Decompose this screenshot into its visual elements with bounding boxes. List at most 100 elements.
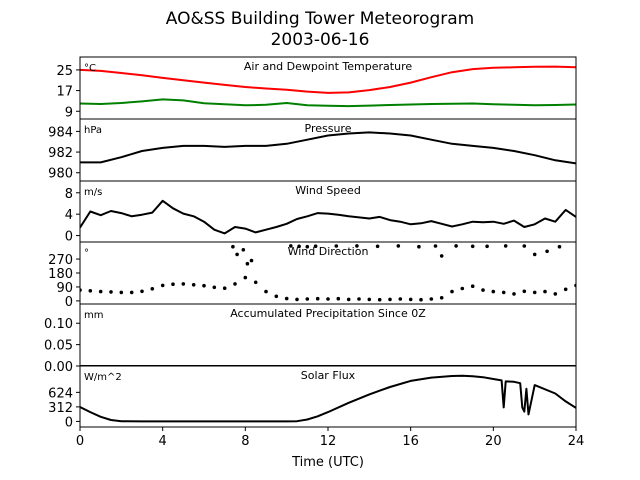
unit-label-2: m/s	[84, 187, 102, 198]
unit-label-1: hPa	[84, 125, 102, 136]
panel-title-1: Pressure	[305, 122, 352, 135]
series-line-0-0	[80, 65, 576, 94]
point-3-1-20	[522, 244, 527, 248]
point-3-0-18	[264, 289, 268, 294]
point-3-0-25	[336, 296, 341, 301]
point-3-0-33	[419, 297, 423, 302]
y-tick-label-4-1: 0.05	[44, 339, 73, 354]
point-3-0-7	[150, 287, 155, 291]
y-tick-label-3-1: 180	[48, 267, 73, 282]
point-3-1-7	[305, 244, 310, 249]
point-3-0-2	[98, 289, 103, 294]
panel-1: 984 982 980 hPa Pressure	[48, 118, 577, 182]
unit-label-4: mm	[84, 310, 103, 321]
panel-title-0: Air and Dewpoint Temperature	[244, 60, 412, 73]
point-3-1-4	[249, 258, 254, 263]
series-line-5-0	[80, 374, 576, 423]
unit-label-3: °	[84, 248, 89, 259]
chart-title-line1: AO&SS Building Tower Meteorogram	[166, 9, 474, 29]
y-tick-label-1-2: 980	[48, 167, 73, 182]
point-3-0-31	[398, 297, 403, 301]
x-axis: 0 4 8 12 16 20 24	[76, 427, 584, 449]
point-3-0-40	[491, 289, 496, 294]
point-3-1-14	[433, 244, 438, 248]
point-3-0-34	[429, 297, 434, 301]
point-3-1-17	[470, 244, 475, 249]
point-3-0-10	[181, 282, 186, 286]
x-axis-label: Time (UTC)	[291, 455, 364, 470]
series-line-2-0	[80, 199, 576, 235]
point-3-0-36	[450, 289, 454, 294]
x-tick-label-1: 4	[159, 434, 167, 449]
x-tick-label-6: 24	[568, 434, 585, 449]
point-3-1-15	[439, 254, 444, 258]
point-3-0-17	[253, 280, 258, 285]
panel-title-4: Accumulated Precipitation Since 0Z	[230, 307, 426, 320]
point-3-0-28	[367, 297, 372, 302]
point-3-0-13	[212, 285, 217, 290]
point-3-0-6	[140, 289, 144, 294]
series-3-1	[231, 244, 562, 266]
y-tick-label-5-2: 0	[65, 415, 73, 430]
point-3-0-45	[543, 289, 547, 294]
point-3-0-39	[481, 288, 485, 292]
x-tick-label-3: 12	[320, 434, 337, 449]
x-tick-label-2: 8	[241, 434, 249, 449]
point-3-0-26	[346, 297, 351, 302]
y-tick-label-4-2: 0.00	[44, 360, 73, 375]
point-3-1-0	[231, 244, 235, 249]
point-3-1-13	[417, 244, 421, 249]
panel-title-3: Wind Direction	[288, 245, 369, 258]
point-3-0-11	[191, 283, 196, 287]
point-3-0-41	[501, 290, 506, 295]
point-3-0-15	[233, 282, 237, 286]
y-tick-label-0-0: 25	[56, 64, 73, 79]
point-3-0-5	[129, 290, 134, 295]
x-tick-label-5: 20	[485, 434, 502, 449]
panel-title-2: Wind Speed	[295, 184, 361, 197]
y-tick-label-1-0: 984	[48, 125, 73, 140]
point-3-0-43	[522, 289, 527, 294]
point-3-0-20	[284, 296, 289, 301]
point-3-0-8	[160, 283, 165, 288]
point-3-1-19	[503, 244, 508, 248]
panel-2: 8 4 0 m/s Wind Speed	[65, 180, 577, 245]
point-3-1-10	[355, 244, 359, 248]
point-3-1-22	[545, 249, 549, 254]
panel-title-5: Solar Flux	[301, 369, 356, 382]
point-3-1-18	[485, 244, 489, 249]
point-3-0-38	[470, 284, 475, 289]
y-tick-label-3-2: 90	[56, 281, 73, 296]
point-3-0-19	[274, 294, 279, 299]
series-3-0	[80, 275, 576, 302]
point-3-0-44	[532, 290, 537, 295]
y-tick-label-2-0: 8	[65, 187, 73, 202]
point-3-0-9	[171, 282, 175, 287]
panel-4: 0.10 0.05 0.00 mm Accumulated Precipitation …	[44, 303, 577, 375]
point-3-1-21	[532, 252, 537, 257]
y-tick-label-5-1: 312	[48, 401, 73, 416]
point-3-0-27	[357, 297, 361, 301]
point-3-1-1	[235, 252, 239, 257]
y-tick-label-0-1: 17	[56, 85, 73, 100]
point-3-0-14	[222, 286, 227, 291]
unit-label-0: °C	[84, 63, 96, 74]
point-3-0-1	[88, 289, 93, 293]
series-line-0-1	[80, 98, 576, 108]
point-3-1-9	[334, 244, 339, 248]
point-3-1-11	[375, 244, 380, 249]
point-3-0-46	[553, 292, 558, 296]
point-3-1-16	[454, 244, 458, 248]
x-tick-label-4: 16	[402, 434, 419, 449]
y-tick-label-2-1: 4	[65, 208, 73, 223]
point-3-0-42	[512, 292, 516, 296]
point-3-1-12	[396, 244, 401, 248]
point-3-0-3	[109, 290, 113, 294]
point-3-1-3	[245, 261, 250, 266]
y-tick-label-3-0: 270	[48, 253, 73, 268]
panel-0: 25 17 9 °C Air and Dewpoint Temperature	[56, 56, 577, 120]
